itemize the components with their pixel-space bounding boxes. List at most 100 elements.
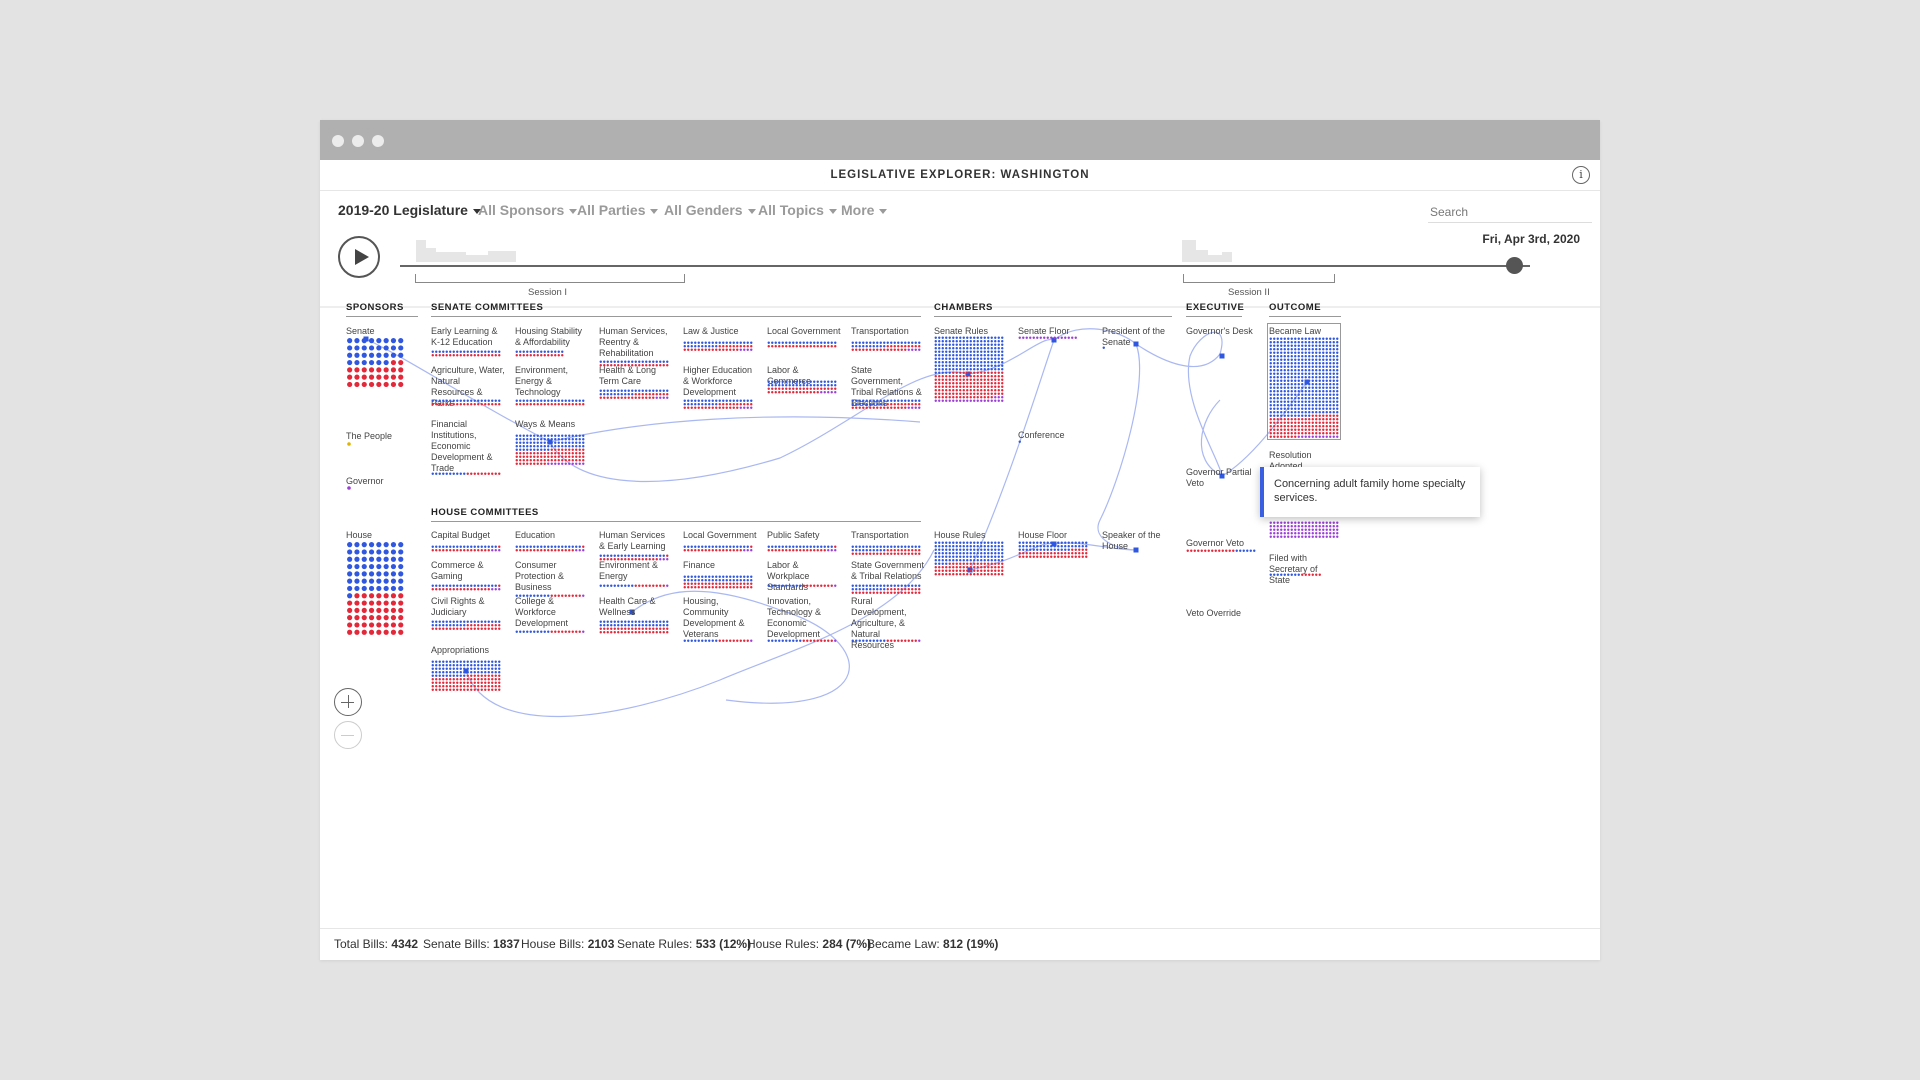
house-committee-grid-consumer-protection-and-business[interactable] (515, 594, 585, 598)
house-committee-grid-rural-development-agriculture-and-natural-resources[interactable] (851, 639, 921, 643)
house-committee-grid-finance[interactable] (683, 575, 753, 589)
window-minimize-dot[interactable] (352, 135, 364, 147)
senate-committee-grid-transportation[interactable] (851, 341, 921, 352)
bill-flow-node[interactable] (1219, 353, 1225, 359)
bill-flow-node[interactable] (1219, 473, 1225, 479)
bill-flow-node[interactable] (1051, 337, 1057, 343)
activity-histogram (416, 240, 1232, 262)
bill-flow-node[interactable] (1051, 541, 1057, 547)
house-committee-label-transportation: Transportation (851, 530, 909, 540)
timeline-scrubber-handle[interactable] (1506, 257, 1523, 274)
window-close-dot[interactable] (332, 135, 344, 147)
house-committee-grid-state-government-and-tribal-relations[interactable] (851, 584, 921, 595)
chamber-label-house-floor: House Floor (1018, 530, 1068, 540)
bill-flow-paths (363, 328, 1310, 717)
bill-flow-node[interactable] (1133, 341, 1139, 347)
timeline-track[interactable] (400, 265, 1530, 267)
senate-committee-label-local-government: Local Government (767, 326, 841, 336)
genders-filter[interactable]: All Genders (664, 202, 756, 218)
senate-committee-grid-law-and-justice[interactable] (683, 341, 753, 352)
sponsor-house-grid[interactable] (346, 541, 404, 636)
play-button[interactable] (338, 236, 380, 278)
senate-committee-grid-human-services-reentry-and-rehabilitation[interactable] (599, 360, 669, 367)
senate-committee-grid-labor-and-commerce[interactable] (767, 380, 837, 394)
house-committee-label-rural-development-agriculture-and-natural-resources: Rural Development, Agriculture, & Natura… (851, 596, 907, 650)
caret-down-icon (472, 208, 481, 214)
senate-committee-grid-health-and-long-term-care[interactable] (599, 389, 669, 400)
bill-tooltip: Concerning adult family home specialty s… (1260, 467, 1480, 517)
outcome-grid-became-law[interactable] (1269, 337, 1339, 439)
bill-flow-node[interactable] (629, 609, 635, 615)
senate-committee-grid-agriculture-water-natural-resources-and-parks[interactable] (431, 399, 501, 406)
app-title: LEGISLATIVE EXPLORER: WASHINGTON (320, 160, 1600, 191)
senate-committee-grid-housing-stability-and-affordability[interactable] (515, 350, 564, 357)
bill-flow-node[interactable] (1133, 547, 1139, 553)
outcome-grid-confirmed[interactable] (1269, 521, 1339, 539)
histogram-bar (1196, 250, 1208, 262)
stats-bar: Total Bills: 4342 Senate Bills: 1837 Hou… (320, 928, 1600, 960)
house-committee-grid-transportation[interactable] (851, 545, 921, 556)
stat-total-bills: Total Bills: 4342 (334, 937, 419, 951)
house-committee-grid-public-safety[interactable] (767, 545, 837, 552)
app-window: LEGISLATIVE EXPLORER: WASHINGTON i 2019-… (320, 120, 1600, 960)
senate-committee-grid-local-government[interactable] (767, 341, 837, 348)
chamber-grid-senate-rules[interactable] (934, 336, 1004, 403)
house-committee-grid-environment-and-energy[interactable] (599, 584, 669, 588)
chamber-grid-house-floor[interactable] (1018, 541, 1088, 559)
senate-committee-grid-higher-education-and-workforce-development[interactable] (683, 399, 753, 410)
histogram-bar (426, 248, 436, 262)
caret-down-icon (747, 208, 756, 214)
stat-senate-rules: Senate Rules: 533 (12%) (617, 937, 752, 951)
zoom-out-button[interactable] (334, 721, 362, 749)
chamber-grid-senate-floor[interactable] (1018, 336, 1078, 340)
legislature-dropdown[interactable]: 2019-20 Legislature (338, 202, 481, 218)
house-committee-grid-innovation-technology-and-economic-development[interactable] (767, 639, 837, 643)
sponsor-senate-grid[interactable] (346, 337, 404, 388)
chamber-grid-conference[interactable] (1018, 440, 1022, 444)
bill-flow-node[interactable] (547, 439, 553, 445)
house-committee-grid-capital-budget[interactable] (431, 545, 501, 552)
house-committee-grid-local-government[interactable] (683, 545, 753, 552)
house-committee-grid-commerce-and-gaming[interactable] (431, 584, 501, 591)
house-committee-grid-college-and-workforce-development[interactable] (515, 630, 585, 634)
sponsor-label-house: House (346, 530, 373, 540)
sponsor-label-governor: Governor (346, 476, 384, 486)
bill-flow-node[interactable] (463, 668, 469, 674)
chamber-grid-president-of-the-senate[interactable] (1102, 346, 1106, 350)
house-committee-label-housing-community-development-and-veterans: Housing, Community Development & Veteran… (683, 596, 745, 639)
chamber-grid-house-rules[interactable] (934, 541, 1004, 576)
house-committee-grid-civil-rights-and-judiciary[interactable] (431, 620, 501, 631)
senate-committee-grid-environment-energy-and-technology[interactable] (515, 399, 585, 406)
bill-flow-node[interactable] (965, 371, 971, 377)
senate-committee-grid-ways-and-means[interactable] (515, 434, 585, 466)
topics-filter[interactable]: All Topics (758, 202, 837, 218)
histogram-bar (488, 251, 516, 262)
genders-filter-label: All Genders (664, 202, 743, 218)
bill-flow-node[interactable] (1304, 379, 1310, 385)
senate-committee-grid-early-learning-and-k-12-education[interactable] (431, 350, 501, 357)
bill-flow-path (1200, 399, 1223, 477)
window-maximize-dot[interactable] (372, 135, 384, 147)
bill-flow-path (1053, 328, 1137, 345)
more-filter[interactable]: More (841, 202, 888, 218)
sponsors-filter[interactable]: All Sponsors (478, 202, 578, 218)
house-committee-grid-human-services-and-early-learning[interactable] (599, 554, 669, 561)
chamber-label-president-of-the-senate: President of the Senate (1102, 326, 1166, 347)
search-input[interactable] (1428, 202, 1592, 223)
senate-committee-label-health-and-long-term-care: Health & Long Term Care (599, 365, 657, 386)
house-committee-grid-health-care-and-wellness[interactable] (599, 620, 669, 634)
senate-committee-label-early-learning-and-k-12-education: Early Learning & K-12 Education (431, 326, 498, 347)
senate-committee-grid-financial-institutions-economic-development-and-trade[interactable] (431, 472, 501, 476)
house-committee-grid-housing-community-development-and-veterans[interactable] (683, 639, 753, 643)
house-committee-grid-labor-and-workplace-standards[interactable] (767, 584, 837, 588)
outcome-grid-filed-with-secretary-of-state[interactable] (1269, 573, 1322, 577)
house-committee-grid-appropriations[interactable] (431, 660, 501, 692)
info-icon[interactable]: i (1572, 166, 1590, 184)
sponsor-people-marker[interactable] (347, 442, 351, 446)
zoom-in-button[interactable] (334, 688, 362, 716)
parties-filter[interactable]: All Parties (577, 202, 659, 218)
executive-grid-governor-veto[interactable] (1186, 549, 1256, 553)
sponsor-governor-marker[interactable] (347, 486, 351, 490)
house-committee-grid-education[interactable] (515, 545, 585, 552)
senate-committee-grid-state-government-tribal-relations-and-elections[interactable] (851, 399, 921, 410)
